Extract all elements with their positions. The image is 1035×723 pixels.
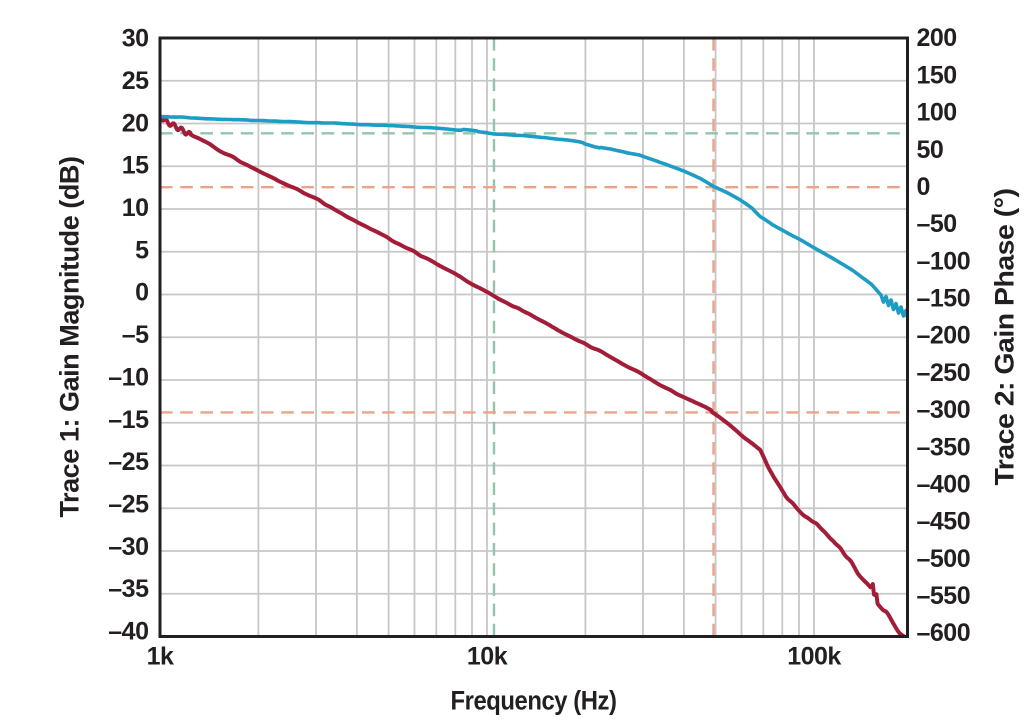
svg-text:100k: 100k [787,643,841,671]
svg-text:50: 50 [917,136,944,164]
svg-text:–30: –30 [108,533,148,561]
svg-text:–450: –450 [917,508,971,536]
svg-text:Frequency (Hz): Frequency (Hz) [451,686,617,716]
svg-text:–150: –150 [917,285,971,313]
svg-text:–50: –50 [917,210,957,238]
svg-text:–25: –25 [108,448,149,476]
svg-text:0: 0 [135,279,148,307]
svg-text:–10: –10 [108,363,148,391]
svg-text:0: 0 [917,173,930,201]
svg-text:30: 30 [122,25,149,53]
svg-text:100: 100 [917,99,957,127]
svg-text:150: 150 [917,61,957,89]
svg-text:–100: –100 [917,247,971,275]
svg-text:25: 25 [122,67,149,95]
svg-text:–350: –350 [917,433,971,461]
svg-text:–35: –35 [108,575,149,603]
svg-text:Trace 1: Gain Magnitude (dB): Trace 1: Gain Magnitude (dB) [55,157,85,518]
svg-text:–200: –200 [917,322,971,350]
svg-text:20: 20 [122,109,149,137]
svg-text:15: 15 [122,152,149,180]
svg-text:–40: –40 [108,618,148,646]
svg-text:Trace 2: Gain Phase (°): Trace 2: Gain Phase (°) [990,189,1020,486]
svg-text:–25: –25 [108,491,149,519]
svg-text:–600: –600 [917,619,971,647]
svg-text:10: 10 [122,194,149,222]
svg-text:200: 200 [917,24,957,52]
svg-text:–250: –250 [917,359,971,387]
svg-text:–300: –300 [917,396,971,424]
svg-text:–500: –500 [917,545,971,573]
svg-text:5: 5 [135,236,149,264]
svg-text:10k: 10k [467,643,508,671]
svg-text:–5: –5 [122,321,149,349]
svg-text:–400: –400 [917,470,971,498]
svg-text:1k: 1k [147,643,174,671]
svg-text:–550: –550 [917,582,971,610]
svg-text:–15: –15 [108,406,149,434]
